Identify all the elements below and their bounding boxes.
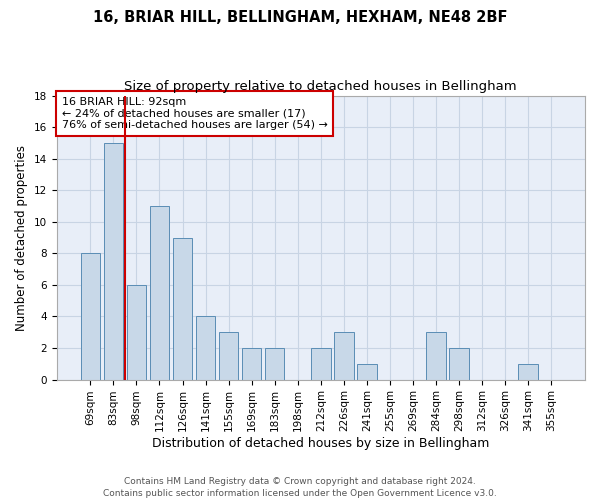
Bar	[80, 254, 100, 380]
Bar	[173, 238, 193, 380]
Bar	[311, 348, 331, 380]
Text: Contains HM Land Registry data © Crown copyright and database right 2024.
Contai: Contains HM Land Registry data © Crown c…	[103, 476, 497, 498]
Bar	[104, 143, 123, 380]
Bar	[242, 348, 262, 380]
Bar	[265, 348, 284, 380]
Bar	[449, 348, 469, 380]
X-axis label: Distribution of detached houses by size in Bellingham: Distribution of detached houses by size …	[152, 437, 490, 450]
Text: 16, BRIAR HILL, BELLINGHAM, HEXHAM, NE48 2BF: 16, BRIAR HILL, BELLINGHAM, HEXHAM, NE48…	[93, 10, 507, 25]
Bar	[357, 364, 377, 380]
Bar	[127, 285, 146, 380]
Bar	[149, 206, 169, 380]
Y-axis label: Number of detached properties: Number of detached properties	[15, 144, 28, 330]
Bar	[219, 332, 238, 380]
Text: 16 BRIAR HILL: 92sqm
← 24% of detached houses are smaller (17)
76% of semi-detac: 16 BRIAR HILL: 92sqm ← 24% of detached h…	[62, 97, 328, 130]
Bar	[518, 364, 538, 380]
Title: Size of property relative to detached houses in Bellingham: Size of property relative to detached ho…	[124, 80, 517, 93]
Bar	[196, 316, 215, 380]
Bar	[334, 332, 353, 380]
Bar	[426, 332, 446, 380]
